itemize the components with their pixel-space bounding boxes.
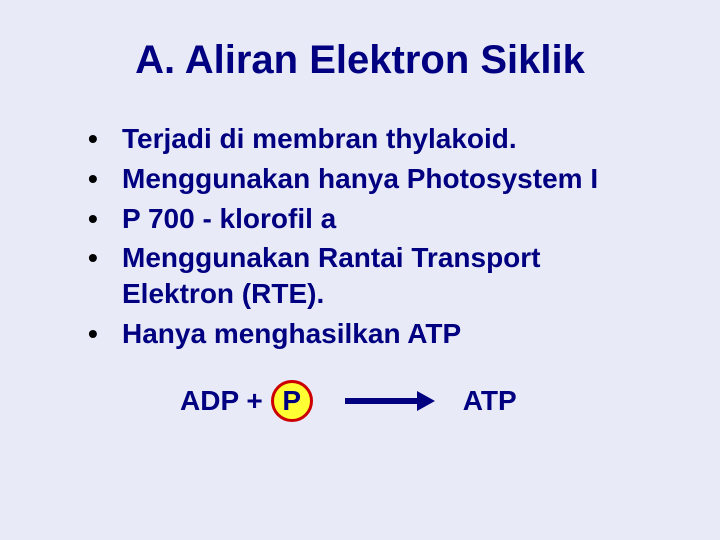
list-item: Hanya menghasilkan ATP (88, 316, 660, 352)
list-item: Menggunakan Rantai Transport Elektron (R… (88, 240, 660, 312)
equation-row: ADP + P ATP (60, 380, 660, 422)
list-item: Menggunakan hanya Photosystem I (88, 161, 660, 197)
bullet-list: Terjadi di membran thylakoid. Menggunaka… (60, 121, 660, 352)
list-item: P 700 - klorofil a (88, 201, 660, 237)
equation-lhs: ADP + (180, 385, 263, 417)
slide-title: A. Aliran Elektron Siklik (60, 38, 660, 83)
list-item: Terjadi di membran thylakoid. (88, 121, 660, 157)
equation-rhs: ATP (463, 385, 517, 417)
phosphate-circle: P (271, 380, 313, 422)
arrow-icon (345, 391, 435, 411)
